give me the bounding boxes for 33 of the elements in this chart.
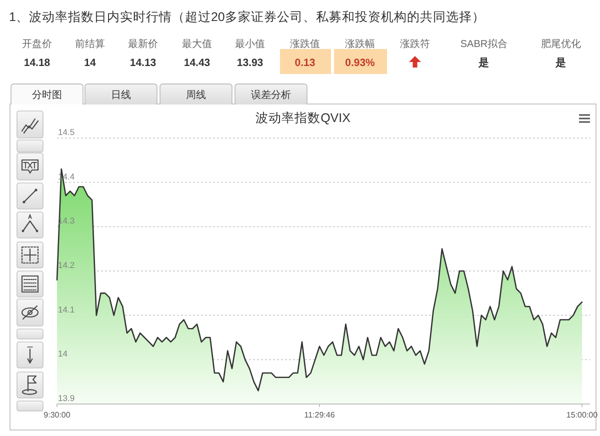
text: 前结算 bbox=[75, 38, 105, 50]
text: 周线 bbox=[186, 89, 206, 101]
chart-title: 波动率指数QVIX bbox=[256, 110, 352, 125]
text: 肥尾优化 bbox=[541, 38, 581, 50]
text: 是 bbox=[478, 57, 490, 69]
text: 14.18 bbox=[24, 57, 50, 69]
text: 14.13 bbox=[130, 57, 156, 69]
text: 最小值 bbox=[235, 38, 265, 50]
text: 最新价 bbox=[128, 38, 158, 50]
text: SABR拟合 bbox=[460, 38, 508, 50]
text: 开盘价 bbox=[22, 38, 52, 50]
x-tick-label: 9:30:00 bbox=[44, 410, 71, 420]
text: 误差分析 bbox=[251, 89, 291, 101]
x-tick-label: 11:29:46 bbox=[304, 410, 336, 420]
text: 涨跌值 bbox=[290, 38, 320, 50]
text: 14.43 bbox=[184, 57, 210, 69]
text: 最大值 bbox=[182, 38, 212, 50]
y-tick-label: 14 bbox=[58, 348, 68, 359]
x-tick-label: 15:00:00 bbox=[566, 410, 598, 420]
y-tick-label: 14.5 bbox=[58, 127, 75, 137]
text: 涨跌符 bbox=[400, 38, 430, 50]
y-tick-label: 14.1 bbox=[58, 304, 75, 314]
y-tick-label: 14.2 bbox=[58, 260, 75, 270]
text: 日线 bbox=[111, 89, 131, 101]
text: 0.93% bbox=[345, 57, 376, 69]
text: 是 bbox=[554, 57, 566, 69]
text: 分时图 bbox=[32, 89, 62, 101]
y-tick-label: 13.9 bbox=[58, 393, 75, 403]
text: 13.93 bbox=[236, 57, 264, 69]
text: 涨跌幅 bbox=[345, 38, 375, 50]
text: 1、波动率指数日内实时行情（超过20多家证券公司、私募和投资机构的共同选择） bbox=[9, 9, 485, 24]
text: 0.13 bbox=[294, 57, 316, 69]
text: 14 bbox=[84, 57, 96, 69]
